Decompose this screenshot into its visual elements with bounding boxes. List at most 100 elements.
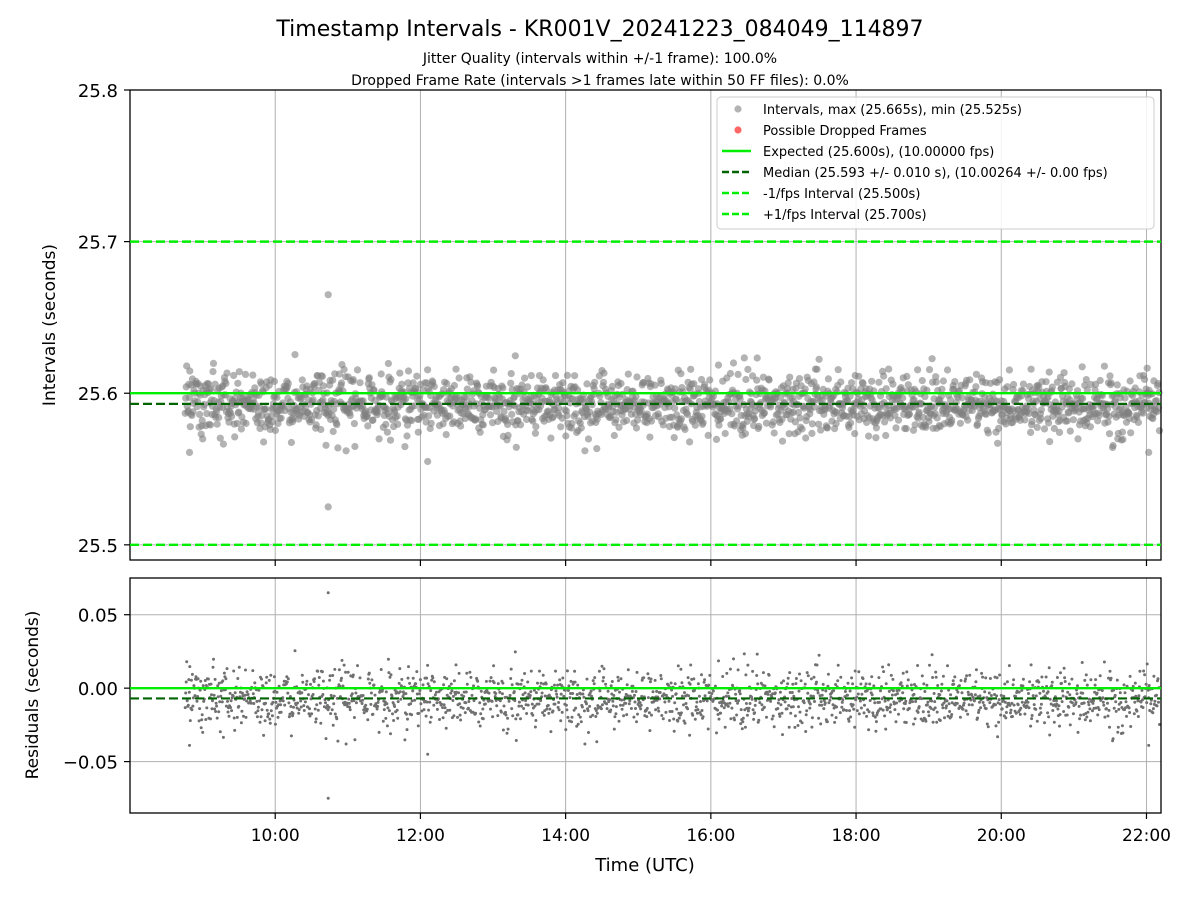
residual-point [444,711,448,714]
residual-point [614,712,618,716]
residual-point [633,693,636,697]
residual-point [251,692,255,696]
residual-point [557,708,561,712]
residual-point [594,715,598,718]
interval-point [684,410,692,419]
residual-point [958,715,962,719]
interval-point [424,457,432,466]
interval-point [938,385,946,393]
residual-point [194,675,198,679]
interval-point [903,372,911,380]
residual-point [576,722,580,726]
residual-point [232,716,236,720]
interval-point [1119,435,1127,444]
residual-point [793,714,797,718]
residual-point [297,708,301,712]
residual-point [620,707,624,711]
residual-point [988,701,992,705]
interval-point [572,410,580,418]
residual-point [232,669,236,673]
residual-point [843,690,847,693]
residual-point [328,674,332,678]
residual-point [251,669,255,673]
residual-point [400,677,404,681]
residual-point [1085,683,1089,687]
residual-point [765,715,768,719]
residual-point [976,716,979,720]
residual-point [493,695,497,698]
residual-point [376,704,380,708]
residual-point [539,681,543,685]
residual-point [556,683,560,687]
interval-point [353,366,362,374]
residual-point [921,719,925,723]
residual-point [824,689,828,693]
residual-point [555,692,559,696]
residual-point [558,678,562,682]
interval-point [995,424,1003,432]
residual-point [395,708,399,712]
residual-point [192,684,196,688]
residual-point [961,707,965,711]
interval-point [868,377,876,385]
residual-point [966,690,970,694]
residual-point [1091,709,1094,713]
residual-point [435,707,439,711]
residual-point [441,706,445,710]
residual-point [987,691,991,695]
legend-entry-label: -1/fps Interval (25.500s) [763,187,920,202]
residual-point [333,667,337,671]
residual-point [787,704,791,707]
residual-point [1012,703,1016,707]
residual-point [1047,715,1051,719]
residual-point [1082,701,1086,705]
residual-point [513,699,517,703]
residual-point [1098,674,1102,678]
residual-point [614,705,618,709]
residual-point [612,694,616,697]
interval-point [485,394,493,402]
residual-point [585,677,589,681]
residual-point [1149,702,1153,706]
interval-point [996,376,1004,384]
interval-point [704,431,712,439]
residual-point [589,715,593,719]
residual-point [897,712,900,716]
residual-point [682,719,686,723]
residual-point [655,689,659,693]
residual-point [507,699,511,703]
residual-point [799,679,803,683]
residual-point [661,717,665,721]
interval-point [508,410,516,418]
residual-point [1032,703,1036,707]
interval-point [593,445,601,453]
residual-point [393,705,397,708]
residual-point [265,675,269,679]
residual-point [419,702,423,706]
interval-point [672,395,680,403]
residual-point [533,704,537,708]
residual-point [533,725,537,729]
residual-point [755,674,759,677]
residual-point [212,657,215,661]
residual-point [913,683,916,686]
residual-point [930,699,934,703]
residual-point [276,715,280,719]
residual-point [847,719,851,723]
interval-point [885,365,893,373]
interval-point [734,370,742,378]
residual-point [637,698,641,702]
residual-point [1058,713,1062,716]
residual-point [318,701,322,705]
residual-point [1062,666,1066,670]
residual-point [800,721,804,725]
interval-point [973,420,982,428]
residual-point [1152,674,1156,678]
residual-point [348,708,352,712]
residual-point [229,699,233,703]
residual-point [672,717,676,721]
residual-point [616,675,620,679]
residual-point [720,704,724,708]
interval-point [258,411,266,420]
residual-point [218,700,222,704]
